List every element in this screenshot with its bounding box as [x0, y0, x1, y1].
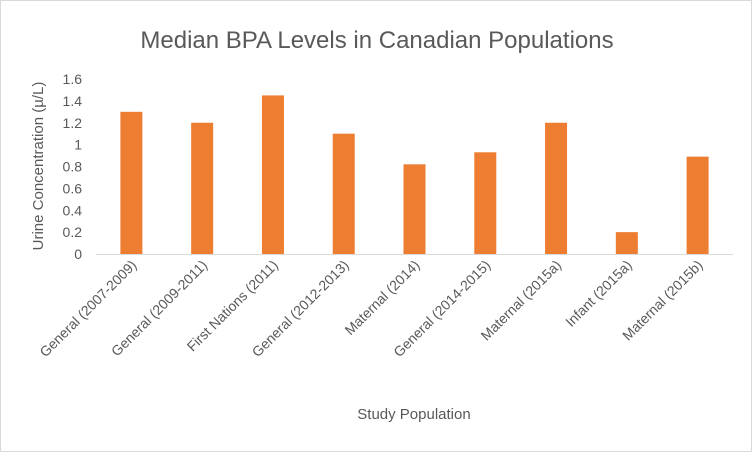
x-axis-ticks: General (2007-2009)General (2009-2011)Fi…	[36, 257, 705, 360]
x-axis-title: Study Population	[357, 406, 470, 423]
y-tick-label: 1.6	[63, 71, 83, 87]
bar	[403, 164, 426, 254]
bar	[261, 95, 284, 254]
x-tick-label: Infant (2015a)	[562, 257, 635, 330]
bar	[191, 122, 214, 254]
y-tick-label: 0.8	[63, 159, 83, 175]
bar	[686, 156, 709, 254]
y-tick-label: 1.4	[63, 93, 83, 109]
y-tick-label: 1	[74, 137, 82, 153]
bar	[545, 122, 568, 254]
bars	[120, 95, 709, 254]
y-axis-ticks: 0 0.2 0.4 0.6 0.8 1 1.2 1.4 1.6	[63, 71, 83, 262]
y-tick-label: 0.4	[63, 202, 83, 218]
bar	[474, 152, 497, 254]
y-tick-label: 1.2	[63, 115, 83, 131]
y-tick-label: 0	[74, 246, 82, 262]
bar	[615, 232, 638, 254]
y-tick-label: 0.6	[63, 180, 83, 196]
x-tick-label: Maternal (2014)	[341, 257, 422, 338]
bar	[120, 111, 143, 254]
chart-title: Median BPA Levels in Canadian Population…	[140, 27, 613, 54]
y-axis-title: Urine Concentration (µ/L)	[30, 82, 47, 251]
y-tick-label: 0.2	[63, 224, 83, 240]
bar	[332, 133, 355, 254]
